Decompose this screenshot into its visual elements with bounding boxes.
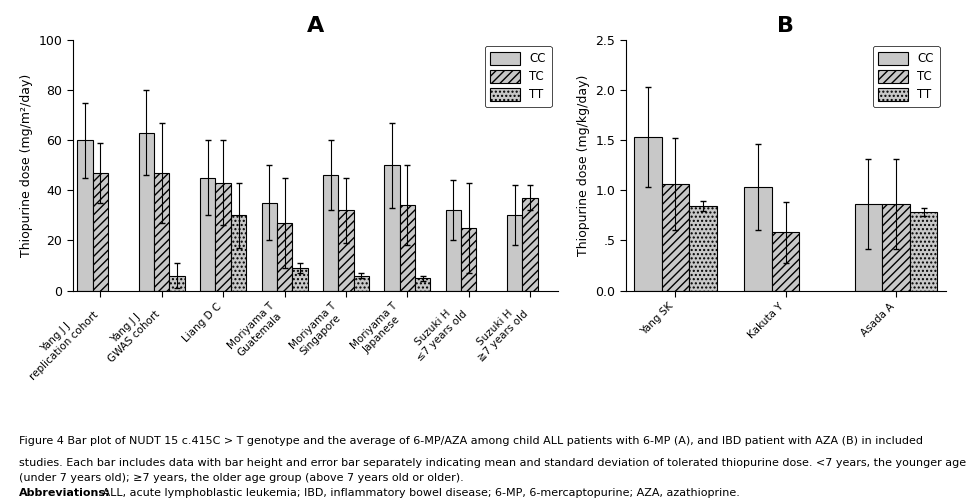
Text: (under 7 years old); ≥7 years, the older age group (above 7 years old or older).: (under 7 years old); ≥7 years, the older… — [19, 473, 464, 483]
Bar — [231, 215, 246, 291]
Text: Abbreviations:: Abbreviations: — [19, 488, 110, 498]
Y-axis label: Thiopurine dose (mg/kg/day): Thiopurine dose (mg/kg/day) — [577, 75, 589, 256]
Bar — [354, 276, 368, 291]
Bar — [338, 210, 354, 291]
Bar — [323, 175, 338, 291]
Bar — [154, 173, 170, 291]
Bar — [743, 187, 771, 291]
Y-axis label: Thiopurine dose (mg/m²/day): Thiopurine dose (mg/m²/day) — [20, 74, 33, 257]
Bar — [634, 137, 661, 291]
Bar — [854, 204, 882, 291]
Title: A: A — [306, 16, 324, 36]
Bar — [384, 165, 399, 291]
Bar — [215, 183, 231, 291]
Text: ALL, acute lymphoblastic leukemia; IBD, inflammatory bowel disease; 6-MP, 6-merc: ALL, acute lymphoblastic leukemia; IBD, … — [99, 488, 739, 498]
Bar — [78, 140, 93, 291]
Legend: CC, TC, TT: CC, TC, TT — [872, 46, 939, 107]
Bar — [200, 178, 215, 291]
Bar — [292, 268, 307, 291]
Bar — [415, 278, 430, 291]
Legend: CC, TC, TT: CC, TC, TT — [484, 46, 551, 107]
Bar — [688, 206, 716, 291]
Bar — [507, 215, 522, 291]
Bar — [882, 204, 909, 291]
Title: B: B — [776, 16, 794, 36]
Bar — [771, 232, 798, 291]
Text: Figure 4 Bar plot of NUDT 15 c.415C > T genotype and the average of 6-MP/AZA amo: Figure 4 Bar plot of NUDT 15 c.415C > T … — [19, 436, 922, 446]
Bar — [909, 212, 936, 291]
Bar — [262, 203, 276, 291]
Bar — [170, 276, 185, 291]
Bar — [276, 223, 292, 291]
Bar — [661, 184, 688, 291]
Bar — [93, 173, 108, 291]
Text: studies. Each bar includes data with bar height and error bar separately indicat: studies. Each bar includes data with bar… — [19, 458, 969, 468]
Bar — [399, 205, 415, 291]
Bar — [139, 133, 154, 291]
Bar — [522, 198, 537, 291]
Bar — [445, 210, 460, 291]
Bar — [460, 228, 476, 291]
